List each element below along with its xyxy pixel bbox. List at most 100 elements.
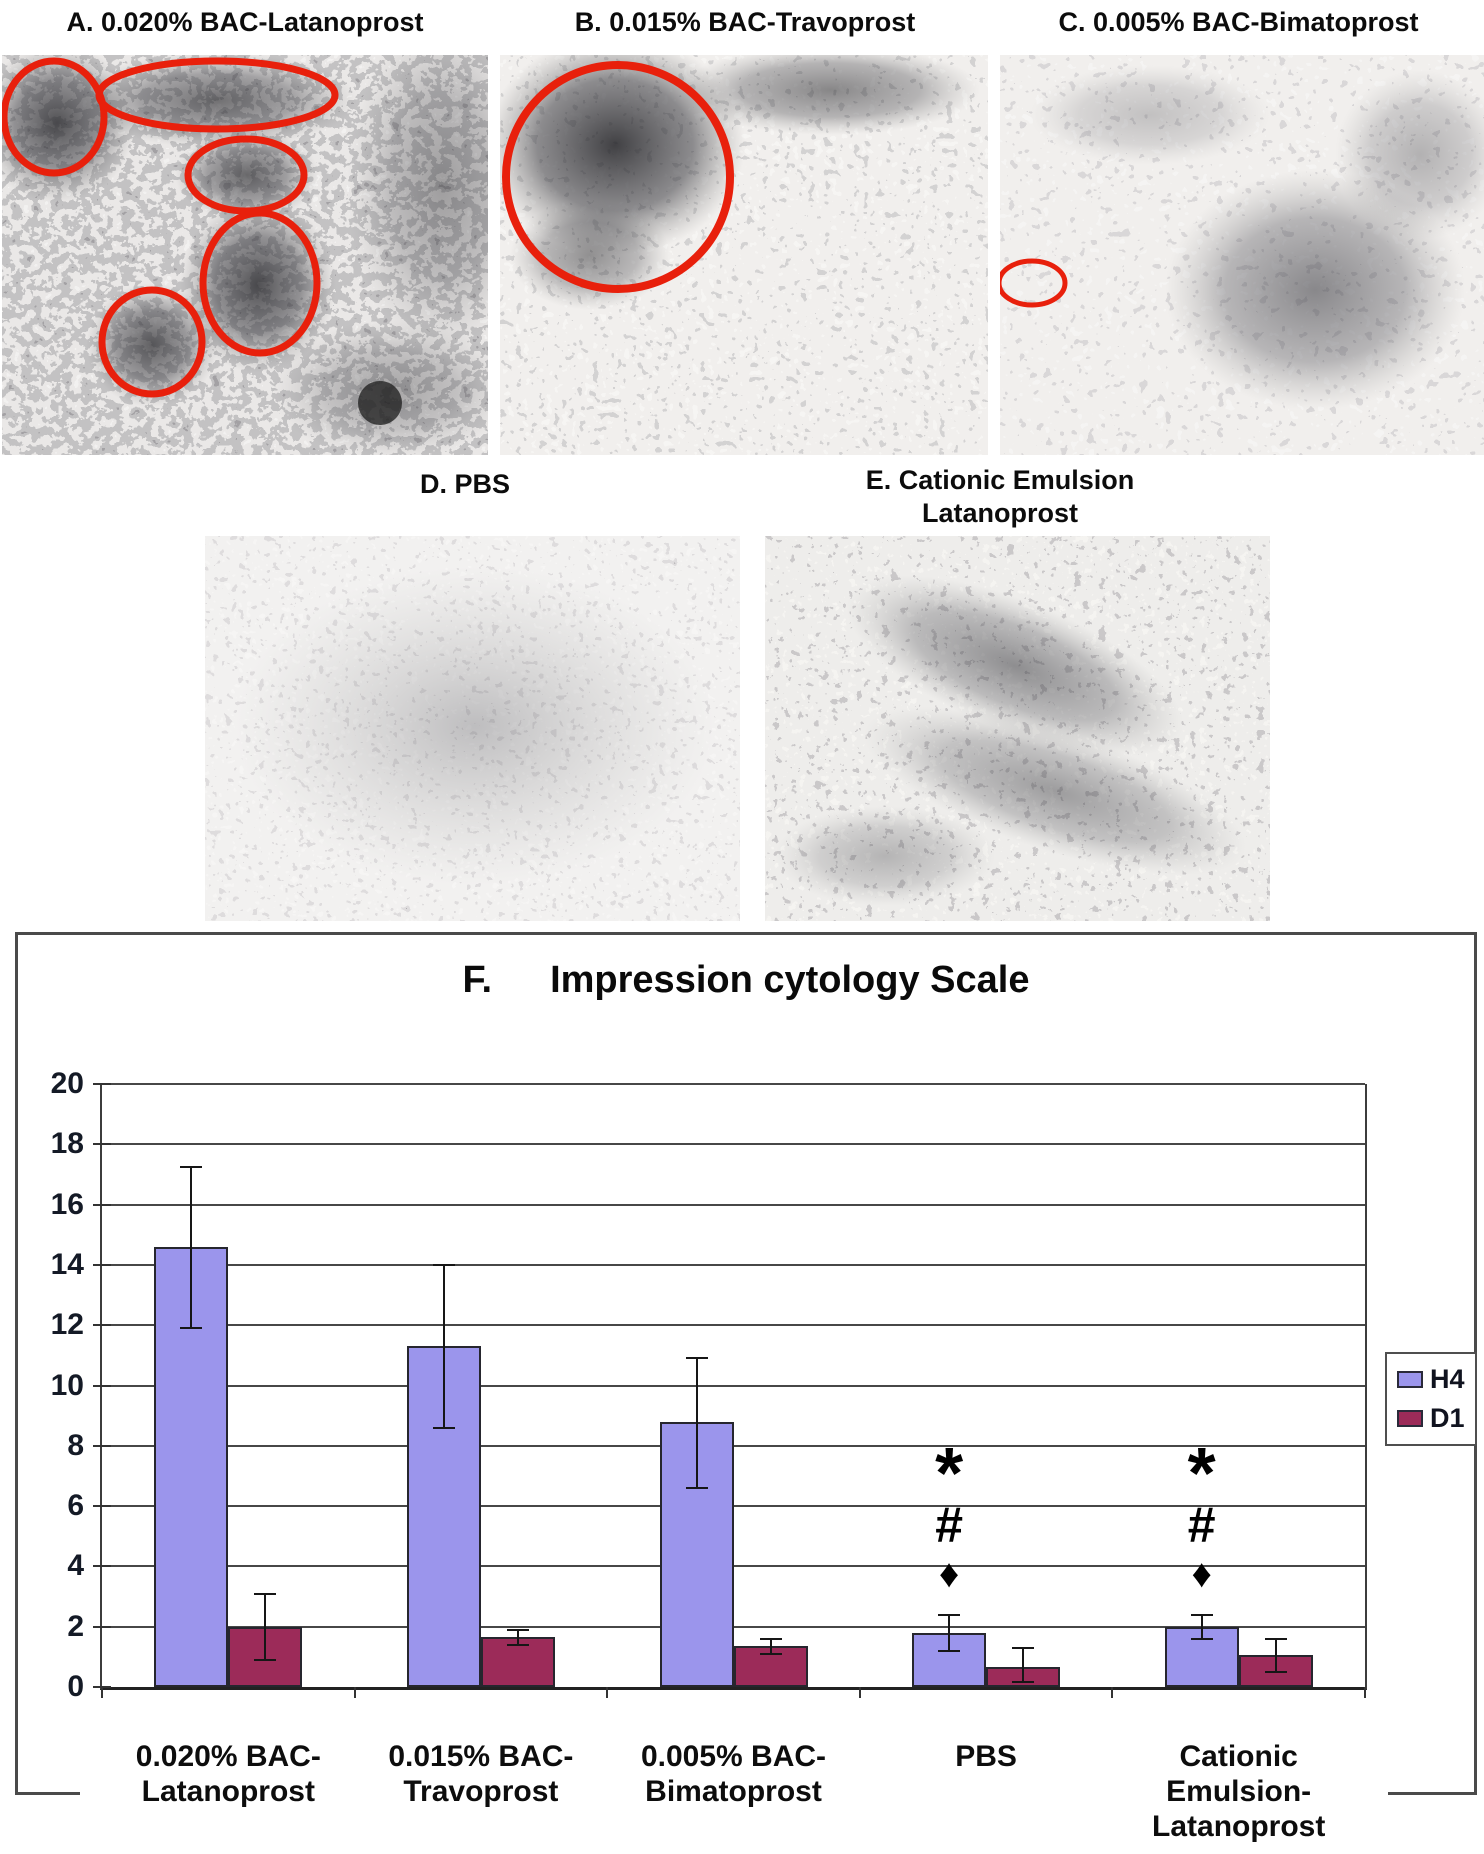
error-bar-cap [254,1592,277,1595]
error-bar-cap [685,1487,708,1490]
error-bar-cap [1190,1637,1213,1640]
x-group-tick [1364,1687,1366,1698]
y-tick-label: 8 [67,1428,84,1462]
panel-c-title: C. 0.005% BAC-Bimatoprost [1058,7,1419,37]
error-bar-cap [938,1649,961,1652]
y-tick-label: 4 [67,1549,84,1583]
y-tick-mark [93,1324,111,1327]
error-bar-line [695,1358,698,1489]
gridline [102,1083,1365,1085]
error-bar-cap [254,1658,277,1661]
x-category-label: Cationic Emulsion- Latanoprost [1152,1740,1326,1843]
legend-label: H4 [1430,1364,1465,1394]
gridline [102,1263,1365,1266]
significance-symbol: * [935,1433,964,1514]
dense-cell-clusters [235,566,715,886]
y-tick-label: 14 [50,1247,84,1281]
error-bar-cap [1190,1613,1213,1616]
error-bar-line [769,1638,772,1654]
x-category-label: 0.020% BAC- Latanoprost [135,1740,321,1808]
chart-legend: H4 D1 [1385,1352,1477,1446]
error-bar-line [948,1614,951,1651]
y-tick-mark [93,1263,111,1266]
dense-cell-clusters [775,575,1247,906]
error-bar-cap [759,1652,782,1655]
gridline [102,1625,1365,1628]
significance-symbol: ♦ [938,1551,960,1596]
x-category-label: 0.005% BAC- Bimatoprost [640,1740,827,1808]
error-bar-cap [1012,1646,1035,1649]
x-group-tick [606,1687,609,1698]
x-group-tick [858,1687,861,1698]
y-tick-label: 10 [50,1368,84,1402]
gridline [102,1444,1365,1447]
y-tick-mark [93,1083,111,1085]
error-bar-cap [432,1426,455,1429]
frame-bottom-right-segment [1388,1792,1474,1795]
micrograph-panel-a [2,55,488,455]
error-bar-cap [685,1357,708,1360]
y-tick-mark [93,1505,111,1508]
error-bar-line [264,1593,267,1660]
error-bar-cap [180,1165,203,1168]
gridline [102,1565,1365,1568]
x-category-label: 0.015% BAC- Travoprost [388,1740,574,1808]
significance-annotation: * # ♦ [889,1433,1009,1597]
micrograph-panel-e [765,536,1270,921]
significance-symbol: # [1187,1496,1216,1553]
gridline [102,1324,1365,1327]
gridline [102,1505,1365,1508]
error-bar-cap [1264,1637,1287,1640]
y-tick-label: 20 [50,1067,84,1100]
micrograph-panel-c [1000,55,1484,455]
legend-label: D1 [1430,1403,1465,1433]
panel-b-title: B. 0.015% BAC-Travoprost [574,7,916,37]
panel-a-title: A. 0.020% BAC-Latanoprost [66,7,424,37]
x-group-tick [101,1687,103,1698]
significance-symbol: ♦ [1191,1551,1212,1596]
chart-title-text: Impression cytology Scale [550,959,1030,1001]
error-bar-cap [938,1613,961,1616]
panel-d-title: D. PBS [419,469,511,499]
panel-e-title: E. Cationic Emulsion Latanoprost [865,465,1135,528]
y-tick-mark [93,1143,111,1146]
chart-title: F. Impression cytology Scale [18,959,1474,1002]
error-bar-cap [759,1637,782,1640]
error-bar-line [516,1629,519,1645]
x-category-label: PBS [955,1740,1017,1773]
y-tick-mark [93,1625,111,1628]
error-bar-line [1274,1638,1277,1672]
y-tick-label: 16 [50,1187,84,1221]
significance-symbol: * [1187,1433,1216,1514]
error-bar-line [1022,1647,1025,1683]
significance-annotation: * # ♦ [1142,1433,1262,1597]
legend-swatch [1397,1371,1423,1388]
chart-panel-label: F. [462,959,493,1001]
y-tick-mark [93,1203,111,1206]
legend-item-h4: H4 [1397,1366,1465,1393]
gridline [102,1143,1365,1146]
red-circle-annotations [502,61,734,293]
y-tick-mark [93,1565,111,1568]
significance-symbol: # [935,1496,963,1553]
error-bar-line [190,1166,193,1329]
error-bar-cap [506,1628,529,1631]
error-bar-cap [506,1643,529,1646]
y-tick-label: 6 [67,1489,84,1523]
gridline [102,1384,1365,1387]
y-tick-mark [93,1444,111,1447]
x-group-tick [1111,1687,1114,1698]
dense-cell-clusters [1030,65,1484,410]
legend-item-d1: D1 [1397,1405,1465,1432]
y-tick-label: 12 [50,1308,84,1342]
legend-swatch [1397,1410,1423,1427]
frame-bottom-left-segment [18,1792,80,1795]
x-group-tick [353,1687,356,1698]
red-circle-annotations [2,57,339,398]
error-bar-cap [1012,1681,1035,1684]
y-tick-label: 0 [67,1670,84,1703]
y-tick-label: 18 [50,1127,84,1161]
chart-panel-f: F. Impression cytology Scale 0 2 4 6 8 10 12 14 1… [15,932,1477,1843]
micrograph-panel-b [500,55,988,455]
